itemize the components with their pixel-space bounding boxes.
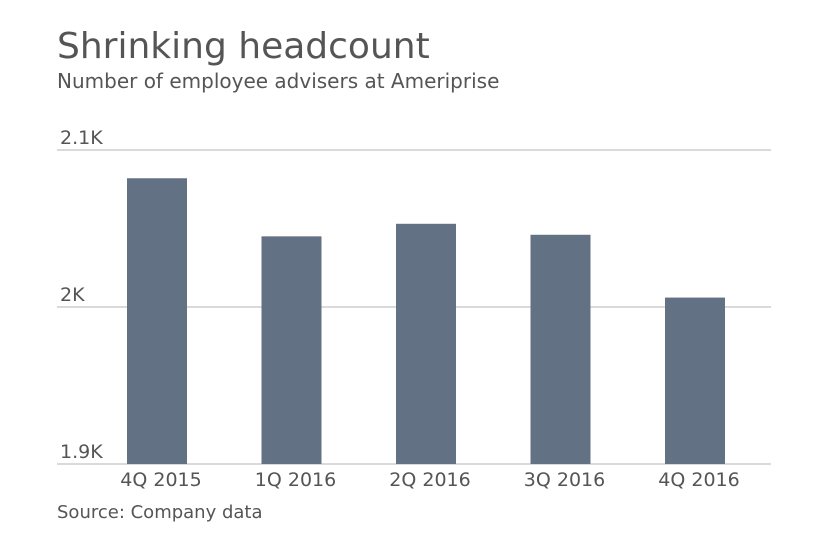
x-tick-label: 3Q 2016 — [524, 469, 605, 491]
y-tick-label: 2K — [60, 284, 85, 306]
bar — [261, 236, 322, 464]
source-note: Source: Company data — [57, 502, 263, 523]
x-tick-label: 1Q 2016 — [255, 469, 336, 491]
chart-subtitle: Number of employee advisers at Ameripris… — [57, 69, 499, 93]
y-tick-label: 2.1K — [60, 127, 103, 149]
bar — [127, 178, 187, 464]
bar — [530, 234, 591, 464]
x-tick-label: 4Q 2016 — [658, 469, 739, 491]
bar — [396, 223, 456, 464]
x-tick-label: 2Q 2016 — [389, 469, 470, 491]
y-tick-label: 1.9K — [60, 441, 103, 463]
x-tick-label: 4Q 2015 — [120, 469, 201, 491]
bar — [665, 297, 725, 464]
chart-title: Shrinking headcount — [57, 26, 430, 67]
